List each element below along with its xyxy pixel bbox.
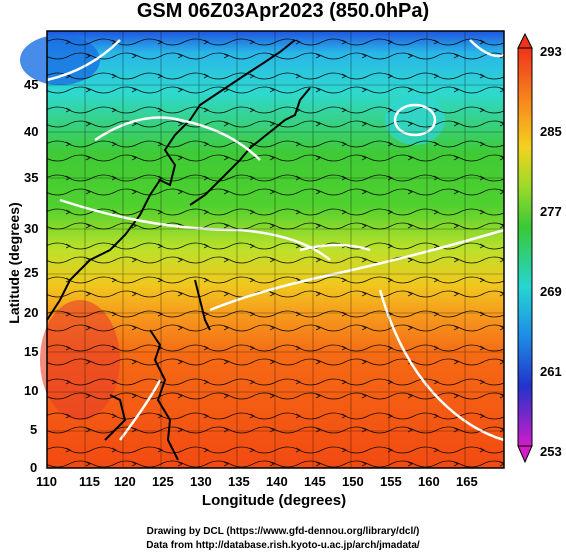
x-tick-label: 160 <box>418 474 440 489</box>
coastlines <box>46 39 311 461</box>
footer-credit-data: Data from http://database.rish.kyoto-u.a… <box>146 540 420 551</box>
footer-credit-dcl: Drawing by DCL (https://www.gfd-dennou.o… <box>146 526 420 537</box>
colorbar-label: 269 <box>540 284 562 299</box>
y-tick-label: 0 <box>30 460 38 475</box>
temperature-contours <box>46 39 505 442</box>
x-tick-label: 120 <box>114 474 136 489</box>
colorbar-label: 285 <box>540 124 562 139</box>
y-tick-label: 20 <box>24 305 39 320</box>
y-tick-label: 30 <box>24 221 39 236</box>
x-tick-label: 165 <box>456 474 478 489</box>
x-tick-label: 125 <box>152 474 174 489</box>
y-tick-label: 10 <box>24 383 39 398</box>
y-tick-label: 25 <box>24 265 39 280</box>
x-tick-label: 140 <box>266 474 288 489</box>
x-tick-label: 155 <box>380 474 402 489</box>
y-tick-label: 35 <box>24 170 39 185</box>
plot-frame <box>46 30 505 469</box>
colorbar <box>517 32 533 464</box>
y-tick-label: 15 <box>24 344 39 359</box>
y-axis-label: Latitude (degrees) <box>6 202 22 324</box>
y-tick-label: 40 <box>24 124 39 139</box>
y-tick-label: 5 <box>30 422 38 437</box>
colorbar-label: 277 <box>540 204 562 219</box>
x-tick-label: 145 <box>304 474 326 489</box>
colorbar-label: 293 <box>540 44 562 59</box>
x-tick-label: 150 <box>342 474 364 489</box>
x-tick-label: 115 <box>79 474 100 489</box>
x-axis-label: Longitude (degrees) <box>201 492 347 509</box>
x-tick-label: 130 <box>190 474 212 489</box>
map-title: GSM 06Z03Apr2023 (850.0hPa) <box>136 0 430 22</box>
colorbar-label: 253 <box>540 444 562 459</box>
grid <box>47 31 504 468</box>
x-tick-label: 135 <box>228 474 250 489</box>
y-tick-label: 45 <box>24 77 39 92</box>
colorbar-label: 261 <box>540 364 562 379</box>
x-tick-label: 110 <box>36 474 57 489</box>
